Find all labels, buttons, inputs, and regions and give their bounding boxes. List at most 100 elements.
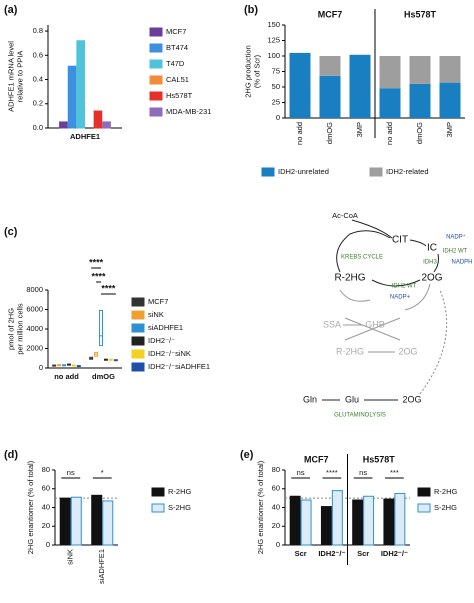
x-tick-label: ADHFE1 [70,132,100,141]
y-tick-label: 100 [267,51,280,60]
legend-label: siADHFE1 [148,323,183,332]
bar-segment [439,82,461,118]
y-axis-label: pmol of 2HG [6,308,15,350]
pathway-diagram [322,219,448,401]
legend-label: IDH2⁻/⁻ [148,336,175,345]
node-label: 2OG [421,273,442,284]
pathway-labels: Ac-CoA CIT IC NADP⁺ IDH2 WT IDH3 NADPH K… [303,211,473,419]
legend-label: IDH2-related [386,167,429,176]
panel-label: (d) [4,449,18,461]
legend-label: siNK [148,310,164,319]
y-tick-label: 0 [276,540,280,549]
x-tick-label: IDH2⁻/⁻ [381,549,408,558]
legend-label: MCF7 [166,27,186,36]
legend-label: S-2HG [168,503,191,512]
x-tick-label: IDH2⁻/⁻ [318,549,345,558]
arrow [371,279,421,287]
node-label: 2OG [402,394,421,404]
arrow [433,253,439,273]
legend-swatch [131,336,145,346]
box [99,309,103,347]
bar [383,498,395,546]
y-tick-label: 0 [276,113,280,122]
significance-label: *** [390,468,399,477]
bar [300,499,312,546]
legend-swatch [149,107,163,117]
bar [352,499,364,546]
node-label: GLUTAMINOLYSIS [334,413,386,419]
y-tick-label: 8000 [26,285,43,294]
bar-segment [349,54,371,118]
y-tick-label: 80 [272,465,280,474]
y-tick-label: 6000 [26,304,43,313]
bar-segment [379,88,401,118]
legend-label: Hs578T [166,91,193,100]
bar [70,496,82,546]
node-label: Ac-CoA [332,211,358,220]
group-label: MCF7 [318,9,343,19]
legend-label: CAL51 [166,75,189,84]
bar-segment [409,56,431,84]
bar [102,121,111,129]
legend-swatch [149,27,163,37]
node-label: R-2HG [334,273,365,284]
y-tick-label: 150 [267,20,280,29]
significance-label: ns [67,468,75,477]
panel-label: (b) [244,4,258,16]
x-tick-label: dmOG [92,372,115,381]
significance-label: * [101,468,104,477]
bar-segment [319,56,341,76]
arrow [351,219,393,239]
panel-label: (c) [4,226,18,238]
bar [331,490,343,546]
y-tick-label: 75 [272,66,280,75]
y-tick-label: 0 [46,540,50,549]
node-label: KREBS CYCLE [341,255,383,261]
x-tick-label: siADHFE1 [97,549,106,584]
y-tick-label: 50 [272,82,280,91]
bar [289,495,301,546]
y-axis-label: relative to PPIA [15,51,24,103]
node-label: NADPH [451,260,472,266]
arrow [409,239,427,247]
bar [363,495,375,546]
node-label: CIT [392,235,408,246]
legend-swatch [131,349,145,359]
legend-label: T47D [166,59,185,68]
node-label: Glu [345,394,359,404]
bar-segment [289,52,311,118]
bar [67,65,77,129]
arrow [336,230,391,273]
legend-swatch [149,91,163,101]
bar [76,40,86,129]
y-axis-label: per million cells [15,303,24,355]
y-tick-label: 4000 [26,324,43,333]
bar [91,494,103,546]
legend-swatch [149,43,163,53]
legend-swatch [369,167,383,177]
x-tick-label: dmOG [325,122,334,144]
legend-swatch [131,310,145,320]
legend-swatch [149,75,163,85]
legend-label: S-2HG [434,503,457,512]
bar [320,506,332,546]
significance-label: ns [297,468,305,477]
significance-label: ns [359,468,367,477]
bar-segment [439,56,461,83]
legend-label: IDH2⁻/⁻siNK [148,349,191,358]
bar-segment [409,83,431,118]
y-tick-label: 40 [272,502,280,511]
node-label: NADP⁺ [446,234,466,241]
y-tick-label: 40 [42,502,50,511]
y-tick-label: 25 [272,97,280,106]
legend-swatch [417,487,431,497]
y-tick-label: 0.4 [33,75,43,84]
y-tick-label: 60 [42,484,50,493]
significance-label: **** [92,271,107,281]
legend-label: BT474 [166,43,188,52]
y-tick-label: 20 [42,521,50,530]
legend-swatch [149,59,163,69]
y-axis-label: 2HG production [243,45,252,98]
y-tick-label: 125 [267,35,280,44]
arrow [343,324,395,353]
